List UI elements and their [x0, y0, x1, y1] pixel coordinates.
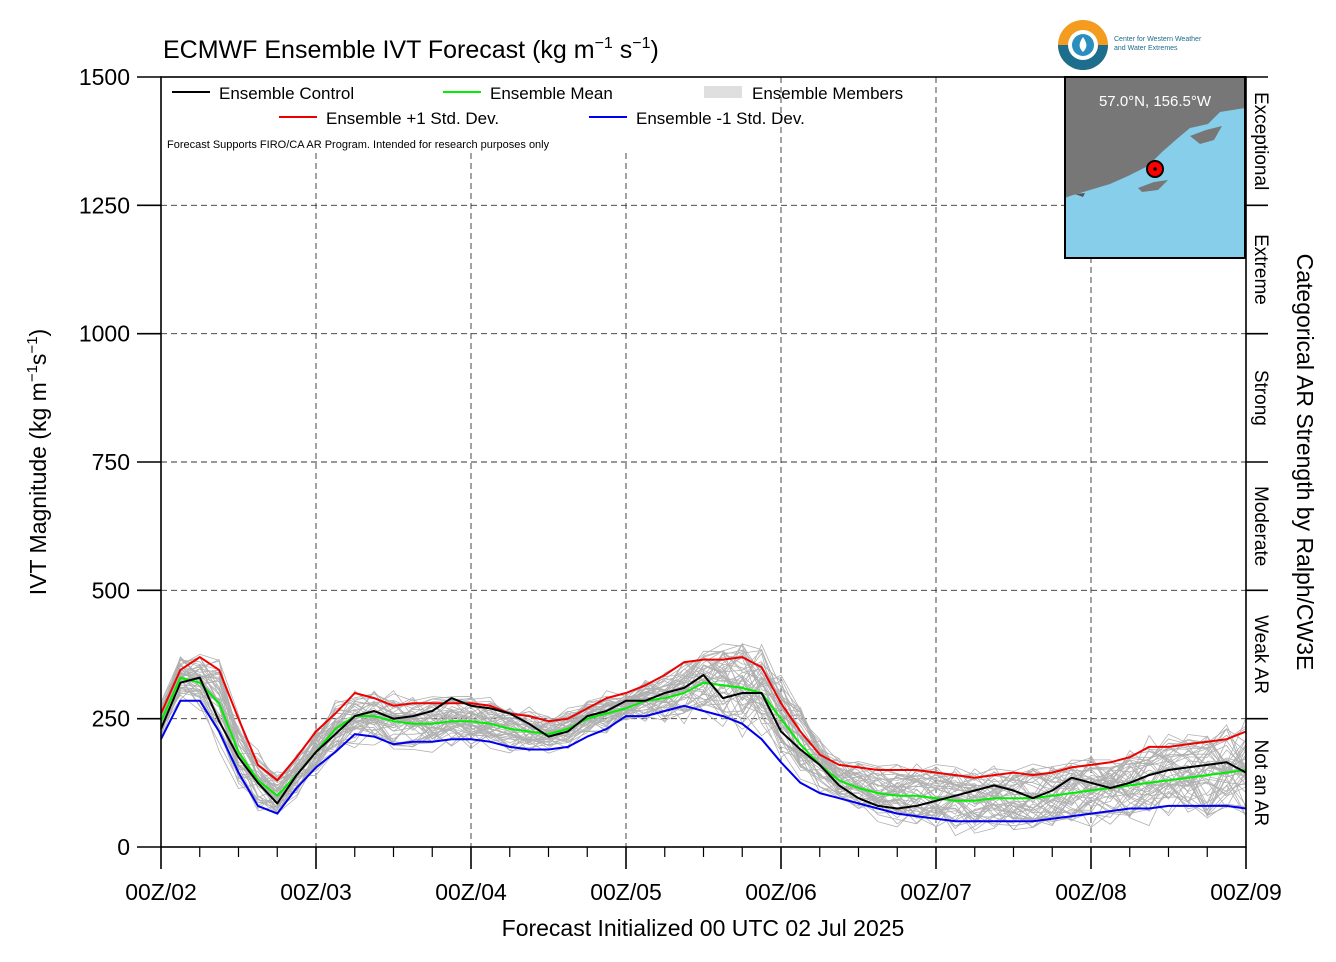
- x-axis: 00Z/02 00Z/03 00Z/04 00Z/05 00Z/06 00Z/07 00Z/…: [125, 847, 1282, 905]
- series-line-ensemble-control: [160, 674, 1247, 810]
- legend-plus-std-label: Ensemble +1 Std. Dev.: [326, 109, 499, 128]
- x-tick-label: 00Z/03: [280, 879, 352, 905]
- legend-members-swatch: [704, 86, 742, 98]
- legend-minus-std-label: Ensemble -1 Std. Dev.: [636, 109, 805, 128]
- y-tick-label: 1000: [79, 321, 130, 347]
- category-label: Not an AR: [1250, 740, 1271, 827]
- y-tick-label: 1250: [79, 192, 130, 218]
- ensemble-member-line: [160, 676, 1247, 831]
- x-tick-label: 00Z/05: [590, 879, 662, 905]
- category-label: Extreme: [1250, 234, 1271, 305]
- ensemble-member-line: [160, 676, 1247, 826]
- x-tick-label: 00Z/04: [435, 879, 507, 905]
- category-label: Exceptional: [1250, 92, 1271, 190]
- svg-text:Center for Western Weather: Center for Western Weather: [1114, 36, 1202, 43]
- x-axis-label: Forecast Initialized 00 UTC 02 Jul 2025: [502, 915, 905, 941]
- ensemble-member-line: [160, 670, 1247, 823]
- legend-mean-label: Ensemble Mean: [490, 84, 613, 103]
- y-tick-label: 750: [92, 449, 130, 475]
- ensemble-member-line: [160, 655, 1247, 796]
- y-tick-label: 1500: [79, 64, 130, 90]
- series-line-ensemble-mean: [160, 676, 1247, 802]
- legend-note: Forecast Supports FIRO/CA AR Program. In…: [167, 139, 550, 151]
- x-tick-label: 00Z/06: [745, 879, 817, 905]
- inset-map-land: [1065, 77, 1245, 198]
- ensemble-member-line: [160, 673, 1247, 827]
- x-tick-label: 00Z/08: [1055, 879, 1127, 905]
- y-tick-label: 0: [117, 834, 130, 860]
- y-tick-label: 500: [92, 577, 130, 603]
- ensemble-member-line: [160, 656, 1247, 812]
- y-axis: 0 250 500 750 1000 1250 1500: [79, 64, 161, 860]
- inset-map: 57.0°N, 156.5°W: [1064, 76, 1246, 259]
- category-label: Weak AR: [1250, 615, 1271, 694]
- ensemble-member-line: [160, 690, 1247, 828]
- right-axis-label: Categorical AR Strength by Ralph/CW3E: [1292, 254, 1318, 671]
- x-tick-label: 00Z/02: [125, 879, 197, 905]
- x-tick-label: 00Z/07: [900, 879, 972, 905]
- series-lines: [160, 656, 1247, 823]
- ar-category-axis: Not an AR Weak AR Moderate Strong Extreme Exc…: [1246, 76, 1271, 827]
- chart-title: ECMWF Ensemble IVT Forecast (kg m−1 s−1): [163, 35, 659, 64]
- category-label: Strong: [1250, 370, 1271, 426]
- svg-text:and Water Extremes: and Water Extremes: [1114, 45, 1178, 52]
- cw3e-logo: Center for Western Weather and Water Ext…: [1058, 20, 1202, 70]
- legend: Ensemble Control Ensemble Mean Ensemble …: [167, 84, 903, 151]
- series-line-ensemble-1-std-dev: [160, 699, 1247, 823]
- x-tick-label: 00Z/09: [1210, 879, 1282, 905]
- legend-control-label: Ensemble Control: [219, 84, 354, 103]
- y-tick-label: 250: [92, 706, 130, 732]
- series-line-ensemble-1-std-dev: [160, 656, 1247, 782]
- inset-map-coordinates: 57.0°N, 156.5°W: [1099, 93, 1212, 110]
- legend-members-label: Ensemble Members: [752, 84, 903, 103]
- grid-lines: [161, 77, 1246, 847]
- category-label: Moderate: [1250, 486, 1271, 566]
- ensemble-member-line: [160, 650, 1247, 799]
- y-axis-label: IVT Magnitude (kg m−1s−1): [24, 329, 51, 595]
